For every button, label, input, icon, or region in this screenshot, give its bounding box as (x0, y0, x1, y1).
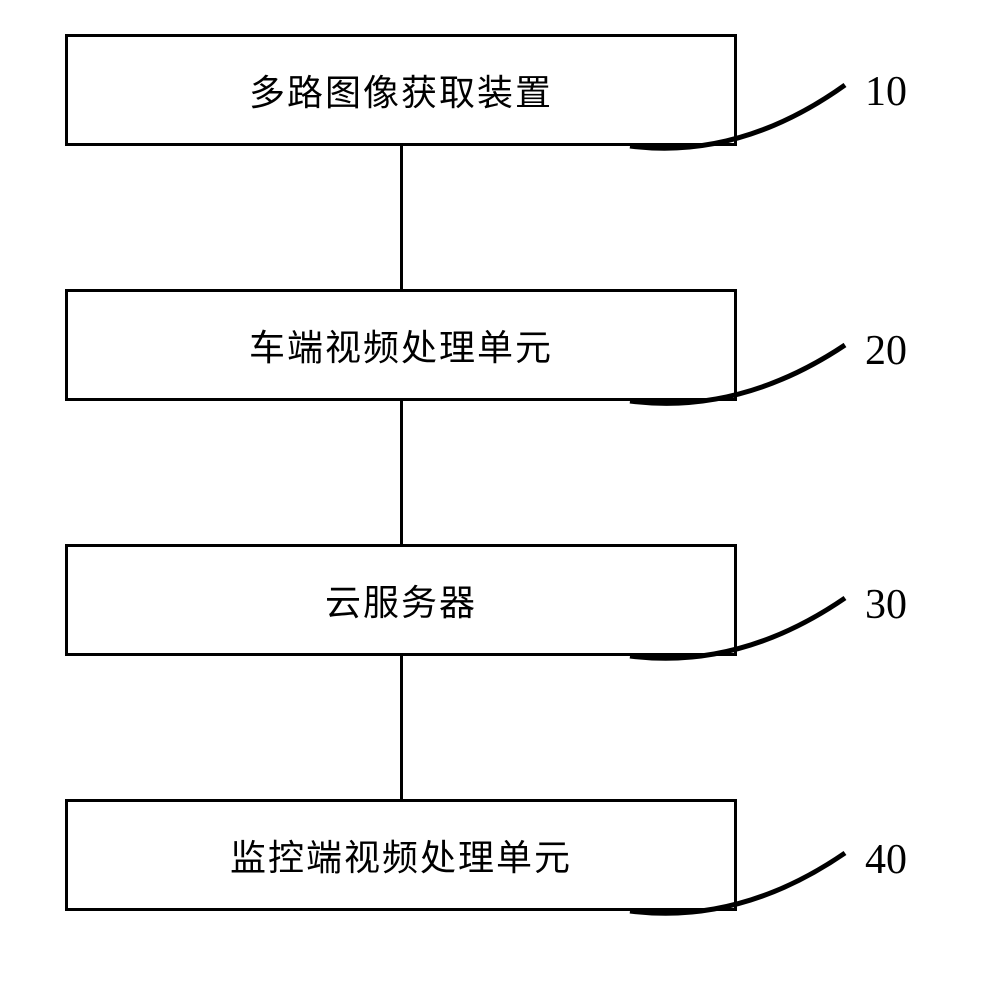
leader-curve-4 (0, 0, 1000, 984)
